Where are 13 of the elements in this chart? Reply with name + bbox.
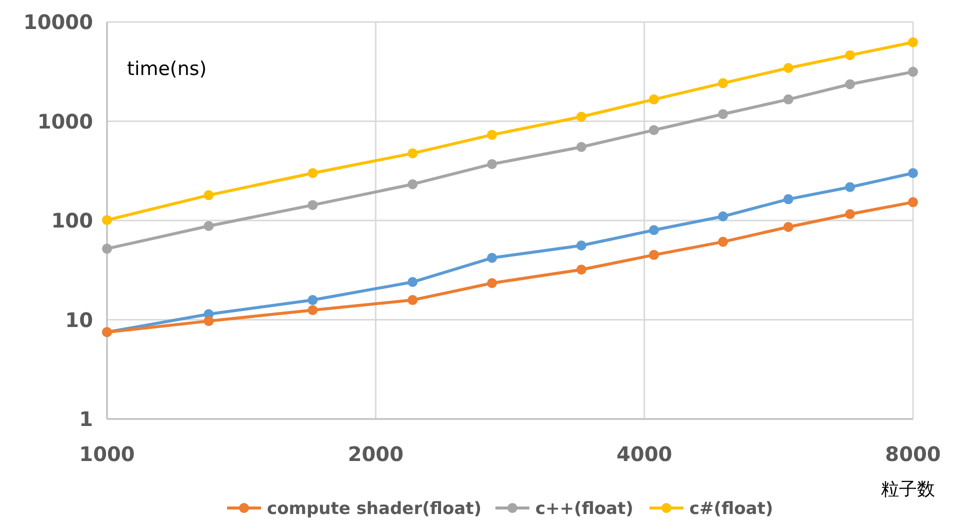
y-tick-label: 1	[79, 407, 93, 431]
legend-label: compute shader(float)	[267, 499, 482, 519]
x-tick-label: 2000	[348, 442, 404, 466]
x-tick-label: 8000	[885, 442, 941, 466]
legend-label: c#(float)	[689, 499, 774, 519]
y-tick-label: 100	[51, 208, 93, 232]
y-tick-label: 10	[65, 308, 93, 332]
y-tick-label: 1000	[37, 109, 93, 134]
legend-label: c++(float)	[535, 499, 634, 519]
x-tick-label: 4000	[616, 442, 672, 466]
x-axis-title: 粒子数	[881, 479, 935, 500]
y-axis-title: time(ns)	[127, 58, 207, 80]
y-tick-label: 10000	[23, 10, 93, 34]
